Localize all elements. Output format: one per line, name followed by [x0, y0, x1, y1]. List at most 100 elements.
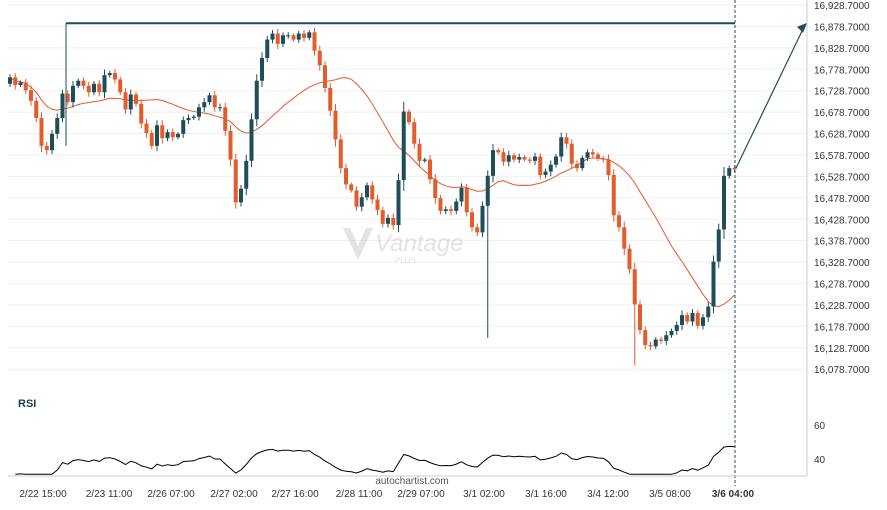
- candle-body: [60, 93, 65, 118]
- candle-body: [438, 198, 443, 211]
- candle-body: [144, 123, 149, 133]
- price-tick-label: 16,878.7000: [814, 22, 870, 33]
- candle-body: [307, 32, 312, 38]
- candle-body: [359, 197, 364, 207]
- candle-body: [496, 150, 501, 153]
- candle-body: [669, 330, 674, 336]
- candle-body: [554, 156, 558, 165]
- candles-layer: [8, 27, 737, 366]
- candle-body: [501, 152, 506, 162]
- candle-body: [727, 168, 732, 176]
- candle-body: [722, 175, 726, 230]
- time-tick-label: 2/23 11:00: [86, 489, 133, 500]
- candle-body: [338, 139, 343, 169]
- candle-body: [680, 315, 684, 325]
- time-tick-label: 3/5 08:00: [649, 489, 691, 500]
- overlay-layer: [65, 0, 807, 486]
- candle-body: [422, 159, 427, 161]
- vantage-watermark: Vantage PLUS: [343, 228, 464, 265]
- price-tick-label: 16,728.7000: [814, 87, 870, 98]
- candle-body: [522, 156, 527, 160]
- candle-body: [632, 269, 637, 305]
- candle-body: [559, 137, 564, 157]
- candle-body: [296, 33, 301, 40]
- candle-body: [18, 82, 23, 86]
- candle-body: [711, 261, 716, 307]
- candle-body: [228, 130, 233, 160]
- time-tick-label: 3/4 12:00: [587, 489, 629, 500]
- time-tick-label: 3/1 16:00: [525, 489, 567, 500]
- price-tick-label: 16,478.7000: [814, 194, 870, 205]
- candle-body: [286, 35, 291, 37]
- time-axis: 2/22 15:00 2/23 11:00 2/26 07:00 2/27 02:00…: [19, 489, 754, 500]
- candle-body: [575, 163, 579, 169]
- candle-body: [76, 80, 81, 86]
- candle-body: [617, 215, 621, 228]
- candle-body: [218, 107, 222, 109]
- candle-body: [611, 174, 616, 216]
- candle-body: [569, 143, 574, 164]
- price-tick-label: 16,128.7000: [814, 344, 870, 355]
- rsi-tick-label: 60: [814, 421, 826, 432]
- candle-body: [685, 315, 690, 322]
- candle-body: [375, 199, 380, 211]
- price-tick-label: 16,328.7000: [814, 258, 870, 269]
- price-tick-label: 16,628.7000: [814, 130, 870, 141]
- candle-body: [118, 79, 123, 93]
- price-tick-label: 16,428.7000: [814, 215, 870, 226]
- candle-body: [627, 248, 632, 270]
- price-tick-label: 16,578.7000: [814, 151, 870, 162]
- candle-body: [139, 103, 144, 124]
- candle-body: [312, 32, 317, 51]
- candle-body: [695, 312, 700, 326]
- candle-body: [291, 35, 296, 40]
- candle-body: [643, 330, 648, 346]
- time-tick-label: 3/6 04:00: [712, 489, 755, 500]
- time-tick-label: 2/29 07:00: [397, 489, 445, 500]
- candle-body: [454, 201, 459, 211]
- candle-body: [716, 229, 721, 262]
- candle-body: [590, 152, 595, 155]
- candle-body: [128, 94, 133, 110]
- candle-body: [706, 306, 711, 318]
- candle-body: [97, 83, 102, 93]
- candle-body: [690, 312, 695, 322]
- candle-body: [207, 95, 212, 103]
- candle-body: [433, 179, 438, 199]
- price-tick-label: 16,078.7000: [814, 365, 870, 376]
- candle-body: [197, 107, 201, 117]
- price-tick-label: 16,378.7000: [814, 237, 870, 248]
- candle-body: [55, 117, 60, 134]
- candle-body: [548, 164, 553, 172]
- candle-body: [281, 35, 285, 44]
- candle-body: [449, 209, 453, 211]
- candle-body: [186, 117, 191, 121]
- price-tick-label: 16,778.7000: [814, 65, 870, 76]
- candle-body: [512, 155, 516, 160]
- candle-body: [664, 335, 669, 341]
- candle-body: [365, 185, 369, 198]
- candle-body: [480, 205, 485, 233]
- rsi-title: RSI: [18, 398, 36, 410]
- candle-body: [538, 156, 543, 175]
- candle-body: [113, 73, 117, 80]
- candle-body: [506, 155, 511, 162]
- candle-body: [223, 107, 228, 131]
- candle-body: [580, 157, 585, 169]
- rsi-line: [15, 445, 735, 475]
- candle-body: [407, 111, 411, 123]
- watermark-brand: Vantage: [375, 230, 464, 257]
- candle-body: [244, 160, 249, 189]
- candle-body: [123, 92, 128, 110]
- candle-body: [412, 122, 417, 144]
- candle-body: [491, 150, 495, 176]
- watermark-sub: PLUS: [395, 256, 416, 265]
- price-tick-label: 16,228.7000: [814, 301, 870, 312]
- candle-body: [428, 159, 432, 180]
- candle-body: [470, 212, 474, 228]
- candle-body: [701, 317, 705, 326]
- candle-body: [134, 94, 138, 104]
- candle-body: [155, 125, 159, 146]
- candle-body: [391, 217, 396, 226]
